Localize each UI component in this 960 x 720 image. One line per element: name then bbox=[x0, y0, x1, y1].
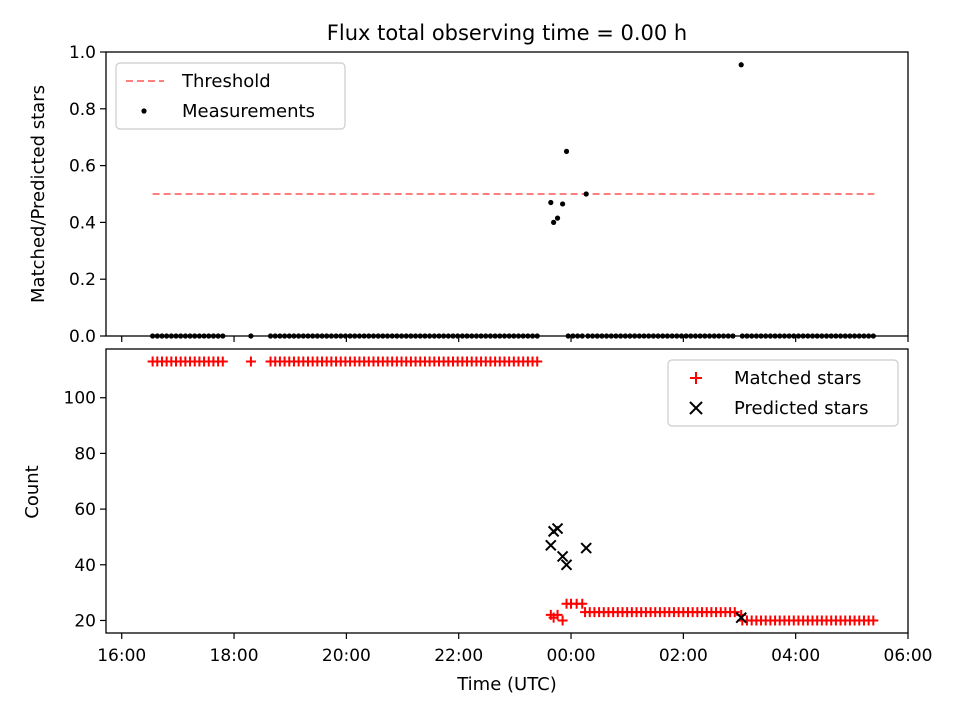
measurement-point bbox=[563, 148, 570, 154]
predicted-star-marker bbox=[580, 542, 592, 554]
chart-title: Flux total observing time = 0.00 h bbox=[327, 21, 687, 45]
y-tick-label: 0.4 bbox=[69, 213, 96, 233]
matched-star-marker bbox=[729, 607, 740, 618]
measurement-point bbox=[738, 62, 744, 68]
legend-box bbox=[115, 62, 346, 130]
legend-box bbox=[667, 359, 899, 427]
legend-predicted-swatch bbox=[689, 401, 703, 415]
y-tick-label: 40 bbox=[74, 556, 96, 576]
x-axis-label: Time (UTC) bbox=[456, 674, 557, 695]
legend-label: Matched stars bbox=[734, 368, 861, 389]
predicted-star-marker bbox=[545, 539, 557, 552]
measurement-point bbox=[554, 215, 561, 221]
y-tick-label: 0.0 bbox=[69, 327, 96, 347]
ratio-plot: 0.0 0.2 0.4 0.6 0.8 1.0 bbox=[69, 43, 909, 347]
y-tick-label: 0.8 bbox=[69, 100, 96, 120]
legend-matched-swatch bbox=[690, 372, 702, 384]
measurement-point bbox=[560, 201, 566, 207]
measurement-point bbox=[548, 199, 554, 206]
predicted-star-marker bbox=[551, 522, 564, 535]
measurement-point bbox=[583, 191, 589, 197]
legend-measurement-swatch bbox=[141, 108, 147, 114]
y-tick-label: 1.0 bbox=[69, 43, 96, 63]
matched-star-marker bbox=[868, 615, 879, 626]
y-tick-label: 0.6 bbox=[69, 157, 96, 177]
predicted-star-marker bbox=[556, 550, 569, 563]
x-tick-label: 04:00 bbox=[771, 646, 820, 666]
matched-star-marker bbox=[217, 356, 228, 367]
y-tick-label: 80 bbox=[74, 444, 96, 464]
measurement-point bbox=[551, 219, 557, 225]
legend-label: Measurements bbox=[182, 101, 315, 122]
matched-star-marker bbox=[245, 356, 256, 367]
x-tick-label: 16:00 bbox=[97, 646, 146, 666]
legend-label: Predicted stars bbox=[734, 398, 868, 419]
matched-star-marker bbox=[532, 356, 543, 367]
x-tick-label: 00:00 bbox=[547, 646, 596, 666]
matched-star-marker bbox=[552, 609, 563, 620]
x-tick-label: 20:00 bbox=[322, 646, 371, 666]
matched-star-marker bbox=[557, 615, 568, 626]
x-tick-label: 18:00 bbox=[210, 646, 259, 666]
matched-star-marker bbox=[577, 598, 588, 609]
x-tick-label: 06:00 bbox=[884, 646, 933, 666]
axes-frame bbox=[105, 348, 909, 634]
y-tick-label: 20 bbox=[74, 611, 96, 631]
bottom-legend: Matched stars Predicted stars bbox=[667, 359, 899, 427]
count-plot: 20 40 60 80 100 16:00 18:00 20:00 22:00 00:00 02:0… bbox=[64, 348, 933, 666]
predicted-star-marker bbox=[735, 611, 747, 624]
bottom-y-axis-label: Count bbox=[22, 465, 43, 518]
x-tick-label: 22:00 bbox=[434, 646, 483, 666]
top-y-axis-label: Matched/Predicted stars bbox=[28, 85, 49, 303]
legend-label: Threshold bbox=[181, 71, 271, 92]
y-tick-label: 100 bbox=[64, 389, 96, 409]
top-legend: Threshold Measurements bbox=[115, 62, 346, 130]
y-tick-label: 60 bbox=[74, 500, 96, 520]
predicted-star-marker bbox=[560, 559, 573, 571]
x-tick-label: 02:00 bbox=[659, 646, 708, 666]
y-tick-label: 0.2 bbox=[69, 270, 96, 290]
axes-frame bbox=[105, 51, 909, 337]
